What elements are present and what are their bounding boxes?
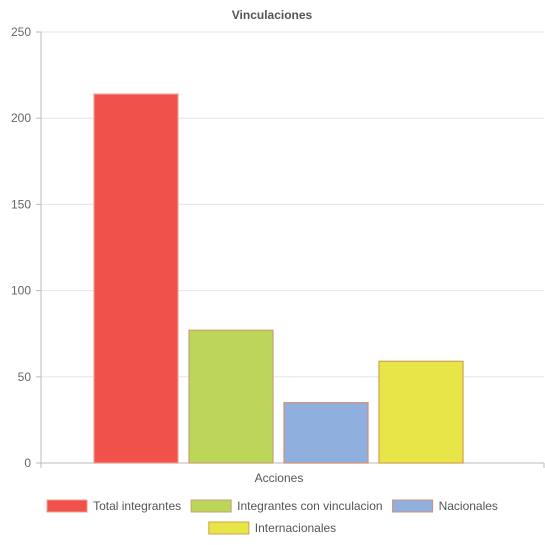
- legend-item-nacionales[interactable]: Nacionales: [392, 499, 498, 513]
- legend-label: Integrantes con vinculacion: [237, 499, 382, 513]
- legend[interactable]: Total integrantes Integrantes con vincula…: [46, 499, 498, 535]
- legend-swatch: [392, 499, 434, 513]
- bars: [93, 93, 464, 464]
- legend-label: Nacionales: [439, 499, 498, 513]
- legend-label: Total integrantes: [93, 499, 181, 513]
- y-tick-label: 150: [11, 197, 31, 211]
- bar-integrantes-con-vinculacion[interactable]: [188, 329, 274, 464]
- y-tick-label: 0: [24, 456, 31, 470]
- chart-title: Vinculaciones: [232, 8, 313, 22]
- y-tick-label: 250: [11, 25, 31, 39]
- y-tick-label: 200: [11, 111, 31, 125]
- legend-item-total-integrantes[interactable]: Total integrantes: [46, 499, 181, 513]
- legend-item-integrantes-con-vinculacion[interactable]: Integrantes con vinculacion: [190, 499, 383, 513]
- legend-label: Internacionales: [255, 521, 336, 535]
- y-tick-label: 50: [18, 370, 32, 384]
- legend-swatch: [46, 499, 88, 513]
- bar-internacionales[interactable]: [378, 360, 464, 464]
- bar-nacionales[interactable]: [283, 402, 369, 464]
- legend-swatch: [190, 499, 232, 513]
- x-category-label: Acciones: [255, 471, 304, 485]
- legend-swatch: [208, 521, 250, 535]
- y-tick-label: 100: [11, 284, 31, 298]
- y-axis-ticks: 0 50 100 150 200 250: [11, 25, 31, 470]
- legend-item-internacionales[interactable]: Internacionales: [208, 521, 336, 535]
- bar-total-integrantes[interactable]: [93, 93, 179, 464]
